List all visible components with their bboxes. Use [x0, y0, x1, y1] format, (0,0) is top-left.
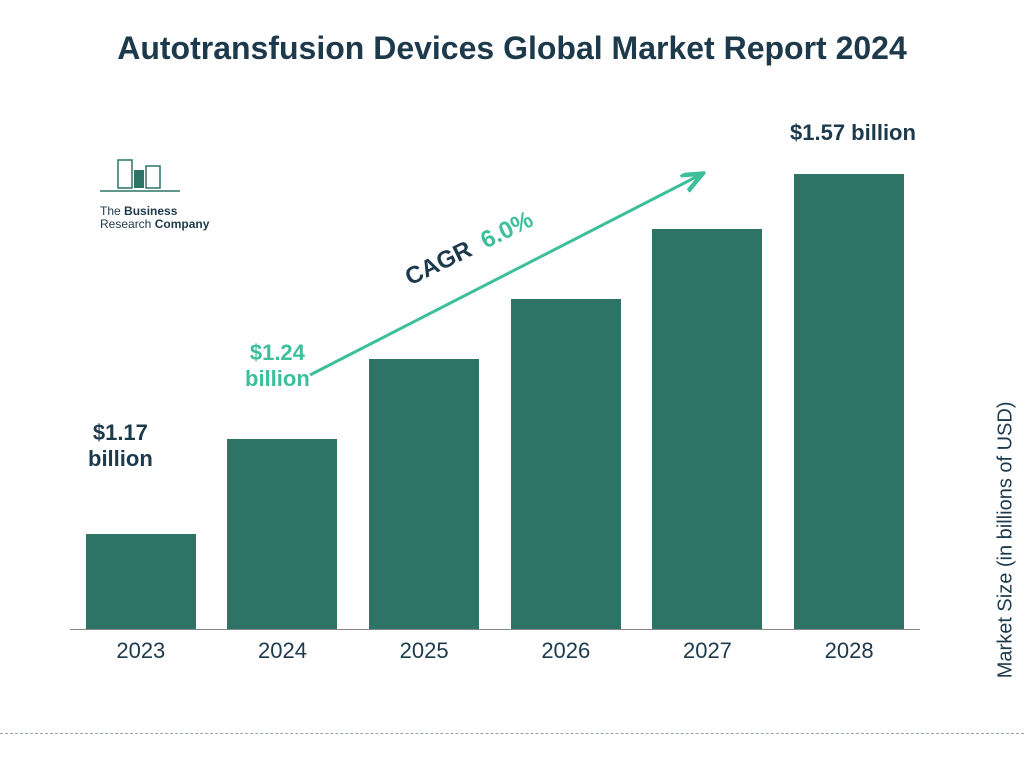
x-axis-label: 2026 [511, 630, 621, 664]
bar-slot [86, 150, 196, 629]
bar [227, 439, 337, 629]
x-axis-label: 2024 [227, 630, 337, 664]
value-label: $1.24billion [245, 340, 310, 393]
x-axis-label: 2023 [86, 630, 196, 664]
chart-title: Autotransfusion Devices Global Market Re… [0, 0, 1024, 78]
bottom-divider [0, 733, 1024, 734]
x-axis-label: 2028 [794, 630, 904, 664]
value-label: $1.57 billion [790, 120, 916, 146]
bar-slot [369, 150, 479, 629]
bar-slot [652, 150, 762, 629]
bar [369, 359, 479, 629]
value-label: $1.17billion [88, 420, 153, 473]
x-axis-label: 2027 [652, 630, 762, 664]
bar [794, 174, 904, 629]
bar [86, 534, 196, 629]
x-axis-labels: 2023 2024 2025 2026 2027 2028 [70, 630, 920, 670]
y-axis-label: Market Size (in billions of USD) [995, 402, 1018, 679]
bar [511, 299, 621, 629]
x-axis-label: 2025 [369, 630, 479, 664]
bar-slot [794, 150, 904, 629]
bar [652, 229, 762, 629]
